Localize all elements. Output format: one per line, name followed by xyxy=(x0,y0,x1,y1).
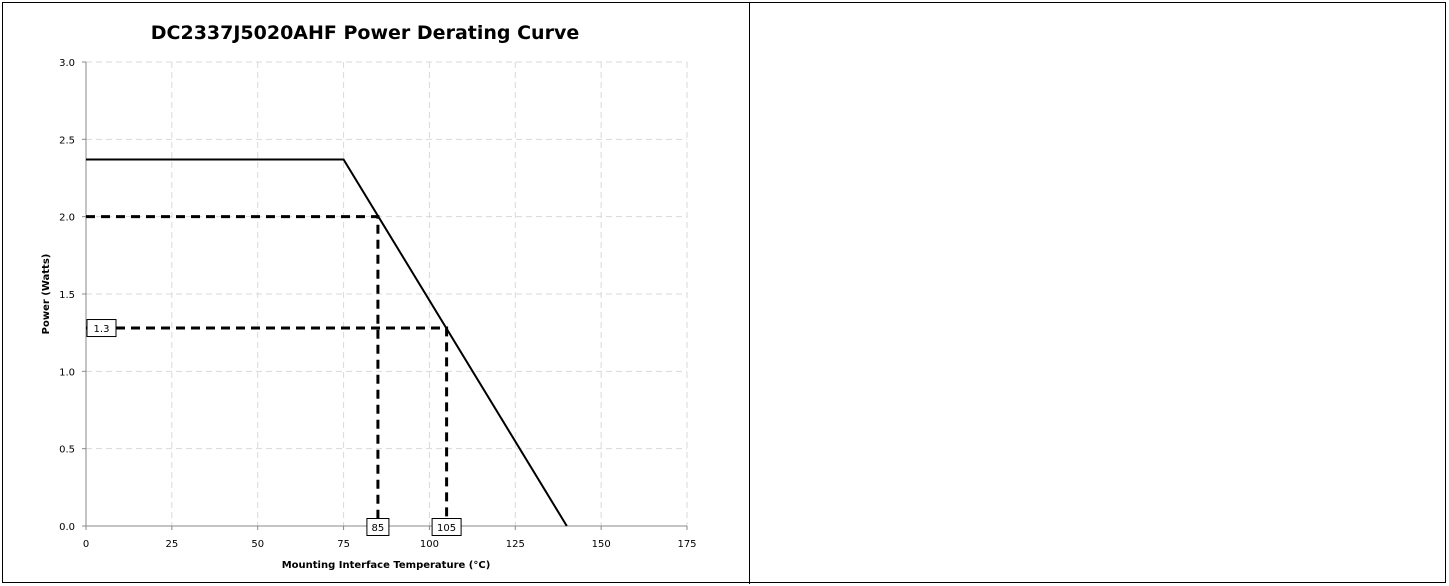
y-tick-label: 1.5 xyxy=(59,290,75,301)
chart-cell: 0 25 50 75 100 125 150 175 0.0 0.5 1.0 1.5 2.0 2.5 3.0… xyxy=(3,3,749,582)
x-tick-label: 100 xyxy=(420,539,439,550)
y-tick-label: 2.0 xyxy=(59,213,75,224)
x-tick-label: 25 xyxy=(165,539,178,550)
annotation-box xyxy=(366,518,390,536)
chart-title: DC2337J5020AHF Power Derating Curve xyxy=(151,22,579,44)
x-tick-label: 175 xyxy=(677,539,696,550)
x-tick-label: 50 xyxy=(251,539,264,550)
annotation-label: 85 xyxy=(372,523,385,534)
x-tick-label: 125 xyxy=(506,539,525,550)
grid-layer xyxy=(86,61,688,526)
y-tick-label: 2.5 xyxy=(59,135,75,146)
y-tick-label: 0.5 xyxy=(59,445,75,456)
reference-dashed-line xyxy=(86,326,449,526)
annotation-box xyxy=(86,319,117,338)
annotations-layer: 1.3 85 105 xyxy=(86,319,462,536)
x-axis-label: Mounting Interface Temperature (°C) xyxy=(282,560,491,571)
y-tick-label: 0.0 xyxy=(59,522,75,533)
annotation-label: 1.3 xyxy=(94,324,110,335)
y-axis-label: Power (Watts) xyxy=(41,254,52,335)
annotation-label: 105 xyxy=(437,523,456,534)
x-tick-label: 75 xyxy=(337,539,350,550)
y-tick-label: 3.0 xyxy=(59,58,75,69)
empty-cell xyxy=(750,3,1445,582)
column-divider xyxy=(749,3,750,584)
derating-curve-line xyxy=(86,158,568,527)
series-layer xyxy=(86,158,568,527)
power-derating-chart: 0 25 50 75 100 125 150 175 0.0 0.5 1.0 1.5 2.0 2.5 3.0… xyxy=(41,22,697,571)
y-tick-label: 1.0 xyxy=(59,367,75,378)
x-tick-label: 0 xyxy=(83,539,89,550)
annotation-box xyxy=(431,518,462,536)
x-tick-label: 150 xyxy=(592,539,611,550)
